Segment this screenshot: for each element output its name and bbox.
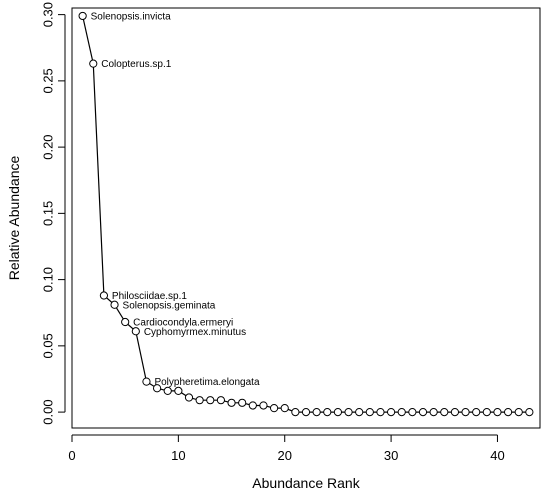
- abundance-line: [82, 15, 530, 413]
- data-point: [195, 396, 204, 405]
- data-point: [291, 408, 300, 417]
- data-point: [514, 408, 523, 417]
- y-tick-label: 0.25: [41, 68, 56, 93]
- data-point: [78, 11, 87, 21]
- data-point: [110, 300, 119, 309]
- data-point: [323, 408, 332, 417]
- point-label: Polypheretima.elongata: [154, 377, 260, 388]
- y-tick-label: 0.20: [41, 134, 56, 159]
- point-label: Colopterus.sp.1: [101, 59, 171, 70]
- data-point: [89, 59, 98, 68]
- data-point: [206, 396, 215, 405]
- plot-frame: [71, 7, 541, 429]
- data-point: [440, 408, 449, 417]
- axes: 0 10 20 30 40 0.00 0.05 0.10 0.15 0.20 0.25 0.30: [41, 2, 541, 463]
- x-tick-label: 20: [277, 448, 291, 463]
- y-axis-title: Relative Abundance: [6, 156, 22, 281]
- data-point: [386, 408, 396, 417]
- data-point: [408, 408, 417, 417]
- data-point: [397, 408, 406, 417]
- x-axis-title: Abundance Rank: [252, 475, 360, 491]
- y-tick-label: 0.15: [41, 201, 56, 226]
- data-point: [365, 408, 374, 417]
- data-point: [472, 408, 481, 417]
- data-point: [121, 317, 130, 327]
- data-point: [184, 393, 194, 402]
- point-label: Cyphomyrmex.minutus: [144, 327, 246, 338]
- data-point: [525, 408, 534, 417]
- data-point: [163, 386, 172, 396]
- x-tick-label: 30: [384, 448, 398, 463]
- data-point: [482, 408, 491, 417]
- data-point: [227, 398, 236, 407]
- data-point: [312, 408, 321, 417]
- data-point: [429, 408, 438, 417]
- y-tick-label: 0.00: [41, 399, 56, 424]
- point-label: Solenopsis.geminata: [123, 300, 216, 311]
- data-point: [333, 408, 343, 417]
- data-point: [248, 401, 257, 410]
- data-point: [503, 408, 513, 417]
- series-line: [82, 15, 530, 413]
- point-label: Cardiocondyla.ermeryi: [133, 318, 233, 329]
- data-point: [355, 408, 364, 417]
- data-point: [142, 377, 151, 386]
- data-point: [216, 396, 226, 405]
- y-tick-label: 0.05: [41, 333, 56, 358]
- data-point: [99, 291, 109, 300]
- data-point: [376, 408, 385, 417]
- x-tick-label: 0: [68, 448, 75, 463]
- data-point: [152, 384, 162, 393]
- data-point: [269, 404, 279, 413]
- data-point: [450, 408, 460, 417]
- data-point: [493, 408, 502, 417]
- data-points: [78, 11, 534, 417]
- data-point: [418, 408, 428, 417]
- x-tick-label: 40: [490, 448, 504, 463]
- data-point: [280, 404, 289, 413]
- data-point: [174, 386, 183, 396]
- y-tick-label: 0.30: [41, 2, 56, 27]
- point-annotations: Solenopsis.invicta Colopterus.sp.1 Philosc…: [91, 11, 260, 388]
- data-point: [301, 408, 311, 417]
- x-tick-label: 10: [171, 448, 185, 463]
- data-point: [461, 408, 470, 417]
- y-tick-label: 0.10: [41, 267, 56, 292]
- point-label: Solenopsis.invicta: [91, 11, 171, 22]
- data-point: [344, 408, 353, 417]
- data-point: [131, 327, 140, 336]
- data-point: [259, 401, 268, 410]
- data-point: [238, 398, 247, 407]
- point-label: Philosciidae.sp.1: [112, 291, 187, 302]
